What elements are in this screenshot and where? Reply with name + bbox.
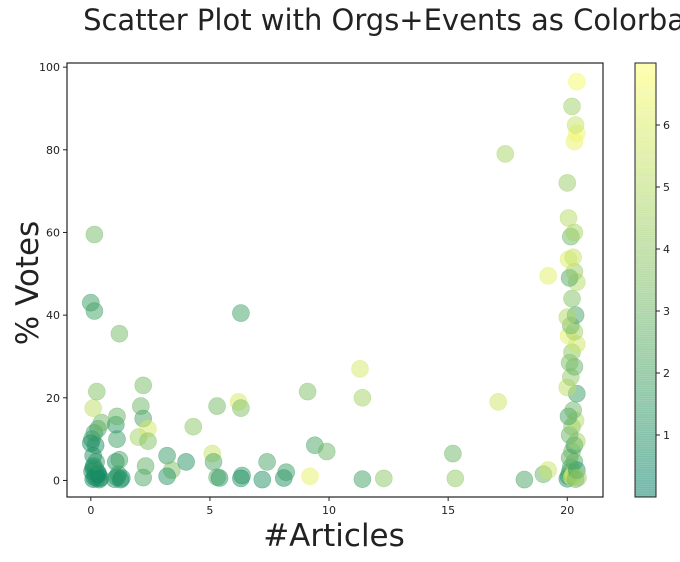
data-point — [258, 453, 276, 471]
colorbar-lines — [635, 63, 656, 496]
colorbar-tick-label: 3 — [663, 305, 670, 318]
data-point — [232, 304, 250, 322]
points-layer — [82, 72, 587, 489]
data-point — [496, 145, 515, 163]
data-point — [374, 469, 393, 488]
data-point — [110, 450, 129, 469]
data-point — [559, 209, 578, 227]
data-point — [317, 442, 336, 461]
data-point — [567, 72, 586, 91]
data-point — [177, 453, 195, 471]
data-point — [563, 97, 581, 116]
x-axis: 0 5 10 15 20 — [87, 497, 574, 517]
colorbar-tick-label: 2 — [663, 367, 670, 380]
y-tick-label: 20 — [46, 392, 60, 405]
plot-frame — [66, 62, 604, 498]
data-point — [353, 470, 372, 489]
data-point — [88, 382, 106, 401]
data-point — [539, 461, 558, 479]
colorbar-tick-label: 1 — [663, 429, 670, 442]
colorbar-tick-label: 6 — [663, 119, 670, 132]
x-tick-label: 15 — [441, 504, 455, 517]
data-point — [82, 434, 100, 453]
y-tick-label: 100 — [39, 61, 60, 74]
y-tick-label: 60 — [46, 226, 60, 239]
data-point — [110, 324, 129, 343]
data-point — [158, 467, 176, 486]
colorbar-tick-label: 4 — [663, 243, 670, 256]
y-tick-label: 40 — [46, 309, 60, 322]
data-point — [108, 407, 126, 426]
data-point — [85, 225, 104, 244]
data-point — [444, 444, 462, 463]
data-point — [277, 463, 296, 482]
data-point — [566, 116, 585, 134]
data-point — [564, 401, 583, 420]
y-tick-label: 0 — [53, 474, 60, 487]
data-point — [210, 469, 229, 487]
colorbar-tick-label: 5 — [663, 181, 670, 194]
y-tick-label: 80 — [46, 144, 60, 157]
data-point — [569, 468, 587, 487]
x-tick-label: 0 — [87, 504, 94, 517]
data-point — [564, 248, 583, 267]
data-point — [232, 399, 250, 417]
data-point — [232, 469, 250, 488]
x-tick-label: 20 — [560, 504, 574, 517]
data-point — [301, 467, 319, 486]
x-tick-label: 5 — [206, 504, 213, 517]
y-axis: 0 20 40 60 80 100 — [39, 61, 67, 487]
colorbar-axis: 1 2 3 4 5 6 — [656, 119, 670, 442]
chart-title: Scatter Plot with Orgs+Events as Colorba… — [83, 3, 680, 37]
data-point — [134, 468, 152, 487]
data-point — [84, 399, 102, 417]
data-point — [208, 397, 226, 415]
data-point — [298, 382, 317, 401]
y-axis-label: % Votes — [10, 221, 46, 345]
data-point — [253, 470, 272, 489]
data-point — [113, 469, 131, 487]
colorbar-frame — [634, 62, 657, 498]
data-point — [353, 388, 372, 407]
data-point — [515, 470, 534, 489]
data-point — [184, 417, 203, 436]
data-point — [446, 469, 465, 488]
colorbar-gradient — [635, 63, 656, 497]
data-point — [558, 174, 577, 192]
data-point — [558, 308, 577, 327]
x-axis-label: #Articles — [263, 518, 405, 554]
data-point — [85, 302, 104, 320]
data-point — [139, 432, 157, 451]
data-point — [351, 360, 369, 378]
data-point — [134, 376, 152, 395]
data-point — [204, 453, 223, 471]
data-point — [489, 393, 508, 411]
data-point — [539, 267, 558, 285]
x-tick-label: 10 — [322, 504, 336, 517]
data-point — [563, 289, 581, 308]
